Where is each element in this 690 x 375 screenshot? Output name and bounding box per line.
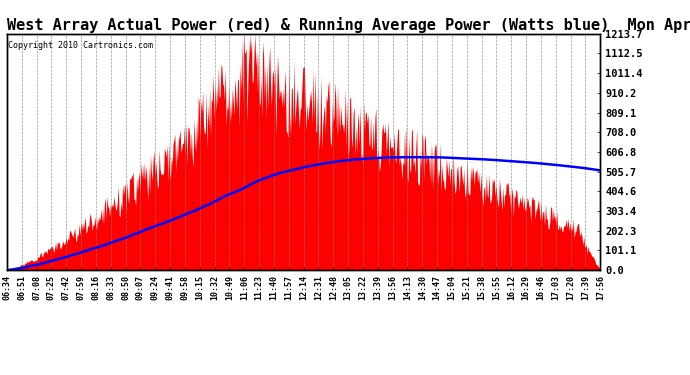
Text: West Array Actual Power (red) & Running Average Power (Watts blue)  Mon Apr 12 1: West Array Actual Power (red) & Running … [7, 16, 690, 33]
Text: Copyright 2010 Cartronics.com: Copyright 2010 Cartronics.com [8, 41, 153, 50]
